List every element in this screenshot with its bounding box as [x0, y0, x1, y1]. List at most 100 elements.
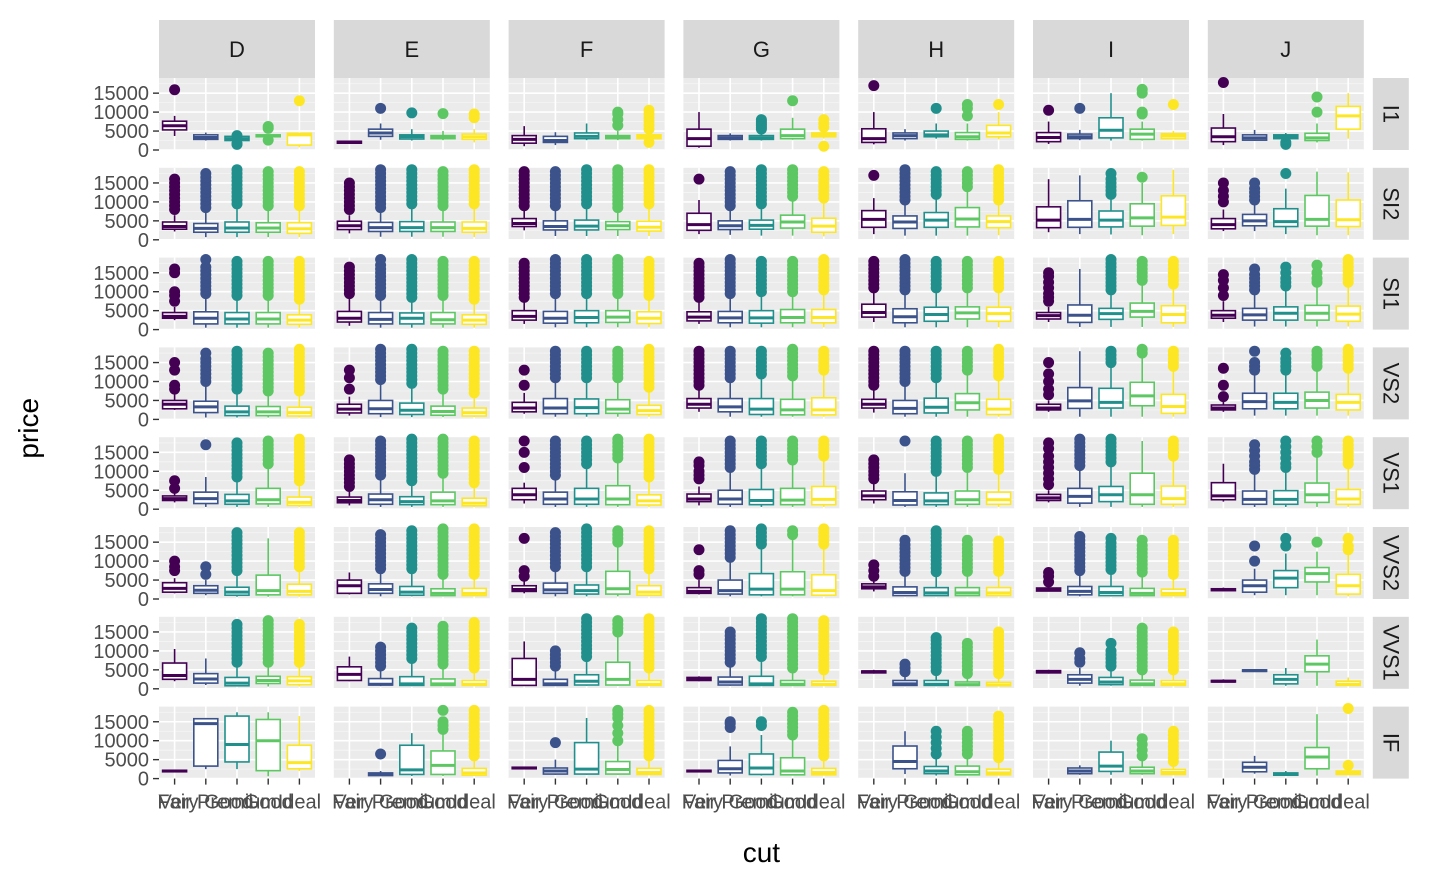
- boxplot: [336, 140, 363, 144]
- boxplot: [286, 618, 313, 687]
- boxplot: [542, 132, 569, 146]
- boxplot: [1160, 99, 1187, 140]
- boxplot: [810, 615, 837, 687]
- boxplot: [985, 433, 1012, 507]
- box-iqr: [954, 206, 981, 228]
- column-strip-label: E: [404, 37, 419, 62]
- boxplot: [1160, 255, 1187, 327]
- outlier-point: [724, 626, 736, 638]
- x-tick-label: Ideal: [802, 792, 845, 814]
- outlier-point: [581, 435, 593, 447]
- outlier-point: [169, 173, 181, 185]
- boxplot: [398, 343, 425, 418]
- outlier-point: [818, 166, 830, 178]
- boxplot: [224, 164, 250, 238]
- boxplot: [430, 166, 456, 237]
- outlier-point: [581, 164, 593, 176]
- boxplot: [542, 166, 569, 237]
- boxplot: [1273, 167, 1299, 235]
- y-tick-label: 0: [138, 409, 149, 431]
- outlier-point: [930, 525, 942, 537]
- box-iqr: [923, 397, 950, 414]
- box-iqr: [923, 492, 950, 506]
- outlier-point: [375, 529, 387, 541]
- boxplot: [1210, 269, 1237, 323]
- outlier-point: [1136, 343, 1148, 355]
- outlier-point: [1167, 534, 1179, 546]
- x-tick-label: Fair: [332, 792, 367, 814]
- outlier-point: [1105, 253, 1117, 265]
- box-iqr: [717, 759, 744, 774]
- y-tick-label: 0: [138, 140, 149, 162]
- box-iqr: [1304, 194, 1330, 227]
- x-tick-label: Good: [419, 792, 468, 814]
- outlier-point: [437, 166, 449, 178]
- x-tick-label: Premium: [896, 792, 976, 814]
- boxplot: [193, 132, 219, 141]
- boxplot: [398, 433, 425, 507]
- outlier-point: [724, 716, 736, 728]
- boxplot: [511, 126, 538, 147]
- boxplot: [161, 84, 188, 136]
- outlier-point: [343, 364, 355, 376]
- outlier-point: [755, 255, 767, 267]
- boxplot: [779, 164, 806, 236]
- boxplot: [636, 433, 662, 507]
- outlier-point: [437, 255, 449, 267]
- outlier-point: [375, 343, 387, 355]
- boxplot: [810, 704, 837, 776]
- boxplot: [717, 626, 744, 686]
- outlier-point: [1342, 759, 1354, 771]
- boxplot: [1304, 171, 1330, 236]
- boxplot: [1210, 463, 1237, 502]
- boxplot: [367, 529, 394, 597]
- outlier-point: [468, 704, 480, 716]
- outlier-point: [993, 99, 1005, 111]
- boxplot: [430, 704, 456, 776]
- boxplot: [604, 345, 631, 417]
- boxplot: [985, 255, 1012, 328]
- boxplot: [1067, 175, 1093, 235]
- boxplot: [1304, 345, 1330, 416]
- row-strip: [1372, 167, 1409, 240]
- boxplot: [161, 173, 188, 232]
- boxplot: [430, 620, 456, 687]
- row-strip-label: VS2: [1378, 363, 1403, 405]
- outlier-point: [1136, 255, 1148, 267]
- boxplot: [954, 637, 981, 687]
- outlier-point: [468, 616, 480, 628]
- boxplot: [367, 641, 394, 687]
- boxplot: [717, 166, 744, 235]
- boxplot: [286, 343, 313, 418]
- outlier-point: [755, 435, 767, 447]
- box-iqr: [255, 718, 282, 772]
- box-iqr: [985, 398, 1012, 416]
- y-tick-label: 5000: [105, 570, 150, 592]
- outlier-point: [518, 532, 530, 544]
- boxplot: [1067, 351, 1093, 417]
- outlier-point: [1217, 379, 1229, 391]
- x-tick-label: Ideal: [1327, 792, 1370, 814]
- boxplot: [1098, 167, 1124, 235]
- outlier-point: [549, 435, 561, 447]
- boxplot: [511, 257, 538, 324]
- x-tick-label: Fair: [682, 792, 717, 814]
- box-iqr: [430, 678, 456, 687]
- boxplot: [954, 435, 981, 507]
- outlier-point: [468, 435, 480, 447]
- boxplot: [430, 255, 456, 328]
- outlier-point: [518, 364, 530, 376]
- boxplot: [1035, 104, 1062, 144]
- outlier-point: [787, 435, 799, 447]
- boxplot: [255, 255, 282, 328]
- outlier-point: [724, 525, 736, 537]
- column-strip-label: H: [928, 37, 944, 62]
- outlier-point: [231, 437, 243, 449]
- outlier-point: [1167, 626, 1179, 638]
- x-tick-label: Premium: [1246, 792, 1326, 814]
- boxplot: [748, 523, 775, 597]
- x-tick-label: Good: [593, 792, 642, 814]
- boxplot: [1160, 534, 1187, 597]
- boxplot: [892, 658, 918, 687]
- boxplot: [1129, 343, 1155, 417]
